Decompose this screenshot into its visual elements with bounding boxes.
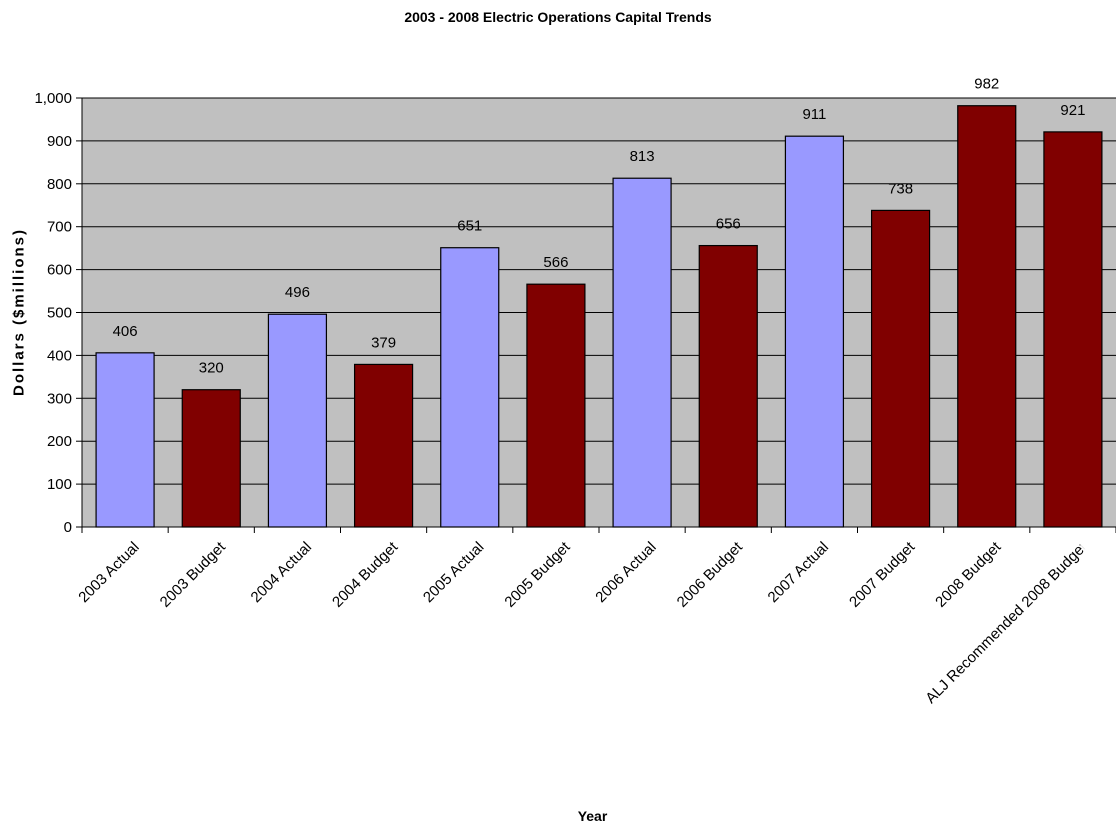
data-label: 921 bbox=[1060, 102, 1085, 119]
bar bbox=[612, 177, 672, 528]
data-label: 982 bbox=[974, 76, 999, 93]
x-tick-label: 2004 Budget bbox=[329, 538, 402, 611]
y-tick-label: 100 bbox=[47, 476, 72, 493]
y-axis-label: Dollars ($millions) bbox=[10, 227, 28, 397]
bar bbox=[267, 313, 328, 528]
y-tick-label: 400 bbox=[47, 347, 72, 364]
bar bbox=[95, 352, 155, 528]
data-label: 738 bbox=[888, 180, 913, 197]
y-tick-label: 500 bbox=[47, 305, 72, 322]
bar bbox=[181, 389, 241, 528]
x-tick-label: 2006 Actual bbox=[592, 539, 659, 606]
data-label: 813 bbox=[630, 148, 655, 165]
data-label: 911 bbox=[802, 106, 826, 123]
data-label: 379 bbox=[371, 334, 396, 351]
x-axis-label: Year bbox=[577, 808, 608, 824]
data-label: 656 bbox=[716, 216, 741, 233]
bar bbox=[526, 283, 586, 528]
gridlines bbox=[82, 97, 1116, 485]
bar bbox=[353, 363, 414, 528]
y-tick-label: 800 bbox=[47, 176, 72, 193]
x-tick-label: 2003 Budget bbox=[157, 538, 230, 611]
data-label: 566 bbox=[543, 254, 568, 271]
bar bbox=[698, 244, 758, 528]
bar bbox=[1043, 131, 1103, 528]
data-label: 496 bbox=[285, 284, 310, 301]
data-label: 651 bbox=[457, 218, 482, 235]
axes: 0 100 200 300 400 500 600 700 800 900 1,000 bbox=[34, 90, 1116, 536]
data-label: 406 bbox=[113, 323, 138, 340]
x-tick-label: 2008 Budget bbox=[932, 538, 1005, 611]
chart-title: 2003 - 2008 Electric Operations Capital … bbox=[404, 9, 712, 25]
x-tick-label: 2005 Actual bbox=[420, 539, 487, 606]
bar bbox=[440, 247, 500, 528]
x-tick-label: 2003 Actual bbox=[75, 539, 142, 606]
y-tick-label: 700 bbox=[47, 219, 72, 236]
y-tick-label: 600 bbox=[47, 262, 72, 279]
data-label: 320 bbox=[199, 360, 224, 377]
x-tick-label: 2006 Budget bbox=[674, 538, 747, 611]
x-tick-label: 2007 Actual bbox=[765, 539, 832, 606]
x-tick-label: 2007 Budget bbox=[846, 538, 919, 611]
y-tick-label: 300 bbox=[47, 390, 72, 407]
x-tick-label: ALJ Recommended 2008 Budget bbox=[922, 538, 1091, 707]
bar bbox=[957, 105, 1017, 528]
y-tick-label: 1,000 bbox=[34, 90, 72, 107]
bar bbox=[870, 209, 931, 528]
bar bbox=[784, 135, 845, 528]
y-tick-label: 200 bbox=[47, 433, 72, 450]
y-tick-label: 0 bbox=[64, 519, 72, 536]
y-tick-label: 900 bbox=[47, 133, 72, 150]
x-tick-label: 2005 Budget bbox=[501, 538, 574, 611]
x-tick-label: 2004 Actual bbox=[248, 539, 315, 606]
bars bbox=[95, 105, 1103, 528]
